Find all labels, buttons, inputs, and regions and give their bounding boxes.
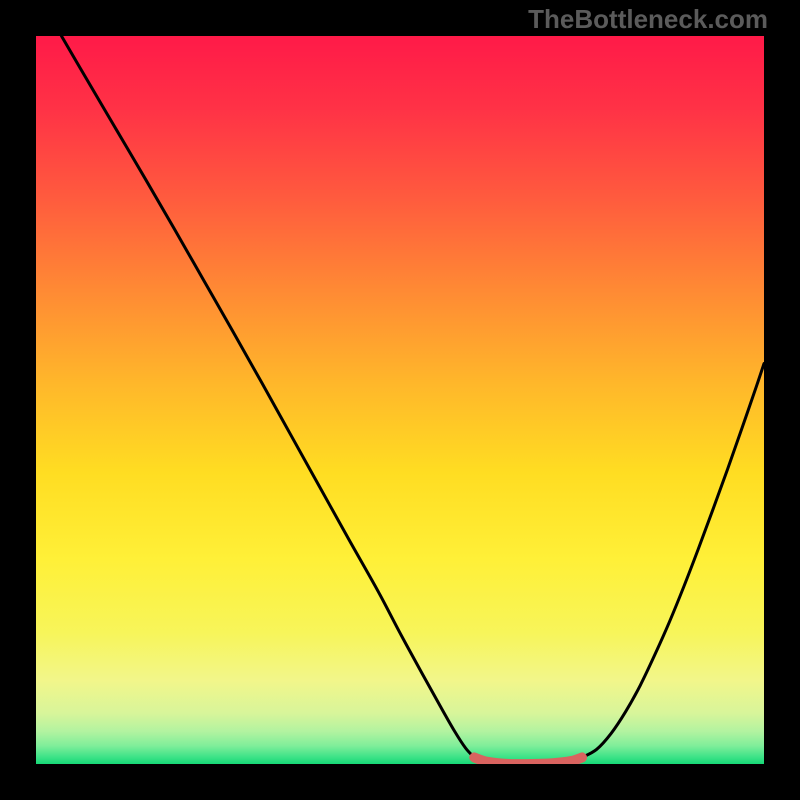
watermark-text: TheBottleneck.com	[528, 4, 768, 35]
chart-frame: TheBottleneck.com	[0, 0, 800, 800]
plot-area	[36, 36, 764, 764]
bottleneck-chart-svg	[36, 36, 764, 764]
